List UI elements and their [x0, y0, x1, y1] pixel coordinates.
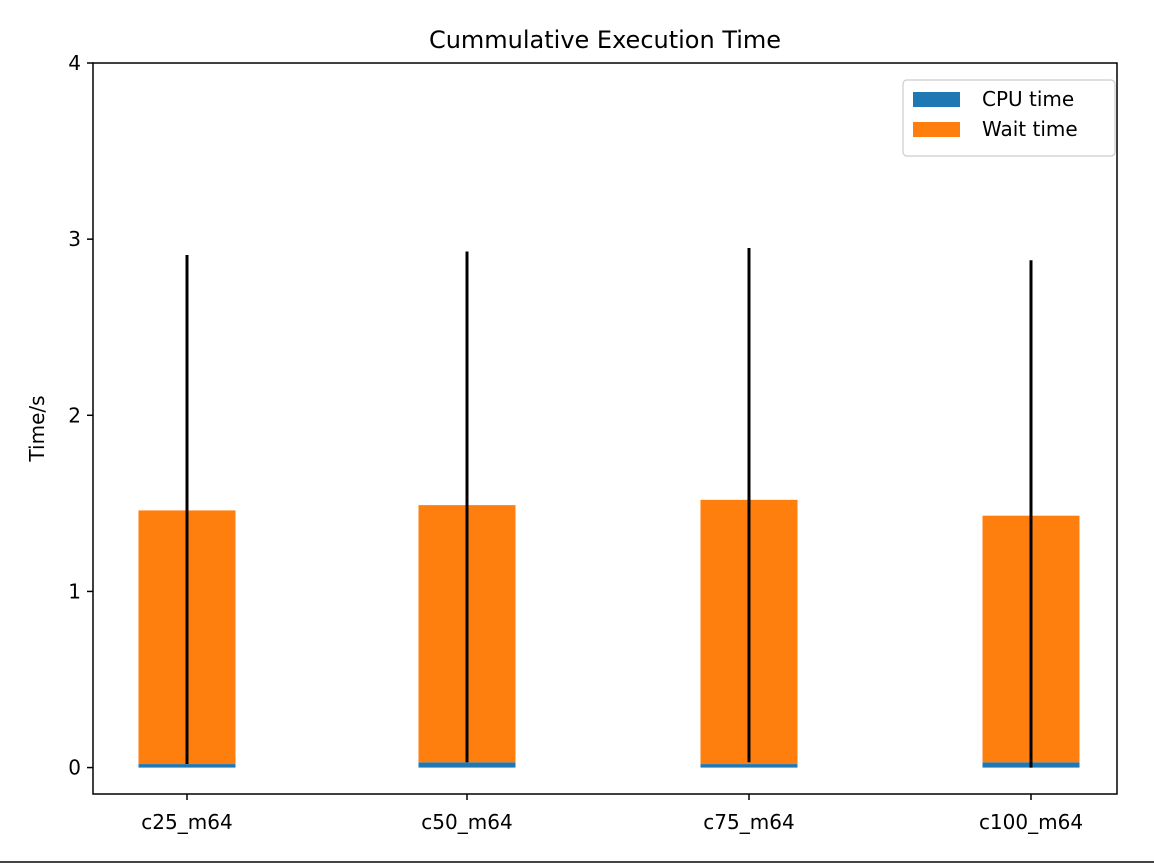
- bars-layer: [138, 499, 1080, 768]
- y-tick-label-1: 1: [68, 579, 81, 603]
- bar-cpu-c25_m64: [138, 764, 236, 768]
- x-tick-label-c25_m64: c25_m64: [141, 810, 232, 834]
- bottom-divider: [0, 861, 1154, 863]
- y-ticks-layer: 0 1 2 3 4: [68, 51, 93, 780]
- x-ticks-layer: c25_m64 c50_m64 c75_m64 c100_m64: [141, 794, 1083, 834]
- legend-label-wait: Wait time: [982, 117, 1078, 141]
- x-tick-label-c75_m64: c75_m64: [703, 810, 794, 834]
- legend-swatch-wait: [913, 122, 960, 137]
- plot-frame: [92, 62, 1118, 795]
- y-tick-label-4: 4: [68, 51, 81, 75]
- x-tick-label-c100_m64: c100_m64: [979, 810, 1083, 834]
- chart-title: Cummulative Execution Time: [429, 26, 781, 54]
- legend-swatch-cpu: [913, 92, 960, 107]
- legend-label-cpu: CPU time: [982, 87, 1074, 111]
- y-axis-label: Time/s: [25, 395, 49, 462]
- x-tick-label-c50_m64: c50_m64: [421, 810, 512, 834]
- y-tick-label-2: 2: [68, 403, 81, 427]
- legend: CPU time Wait time: [902, 79, 1116, 157]
- bar-cpu-c50_m64: [418, 762, 516, 768]
- y-tick-label-3: 3: [68, 227, 81, 251]
- bar-cpu-c75_m64: [700, 764, 798, 768]
- y-tick-label-0: 0: [68, 756, 81, 780]
- error-bars-layer: [185, 247, 1033, 768]
